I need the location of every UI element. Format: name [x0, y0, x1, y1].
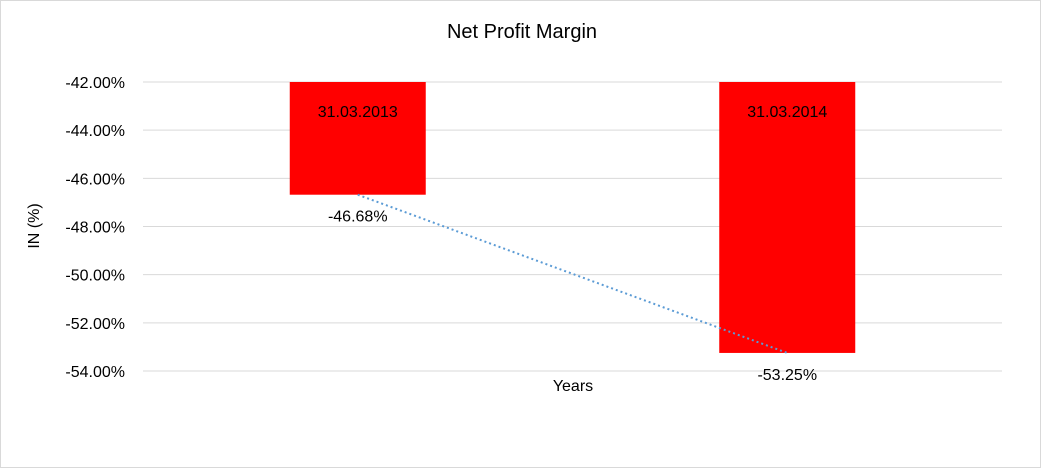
y-tick-label: -50.00%	[65, 268, 125, 285]
data-label: -46.68%	[328, 209, 388, 226]
y-axis-title: IN (%)	[26, 203, 43, 248]
y-tick-label: -54.00%	[65, 364, 125, 381]
y-tick-label: -46.00%	[65, 171, 125, 188]
y-tick-label: -42.00%	[65, 75, 125, 92]
data-label: -53.25%	[757, 367, 817, 384]
trendline	[357, 193, 788, 354]
category-label: 31.03.2014	[747, 104, 827, 121]
labels: 31.03.2013 -46.68% 31.03.2014 -53.25%	[318, 104, 828, 384]
y-tick-label: -52.00%	[65, 316, 125, 333]
trendline-layer	[357, 193, 788, 354]
y-axis-ticks: -42.00% -44.00% -46.00% -48.00% -50.00% -52.0…	[65, 75, 125, 381]
y-tick-label: -48.00%	[65, 220, 125, 237]
bars	[289, 82, 856, 353]
bar	[719, 82, 856, 353]
y-tick-label: -44.00%	[65, 123, 125, 140]
x-axis-title: Years	[553, 378, 593, 395]
category-label: 31.03.2013	[318, 104, 398, 121]
bar	[289, 82, 426, 195]
gridlines	[143, 81, 1002, 372]
chart-title: Net Profit Margin	[447, 21, 597, 43]
